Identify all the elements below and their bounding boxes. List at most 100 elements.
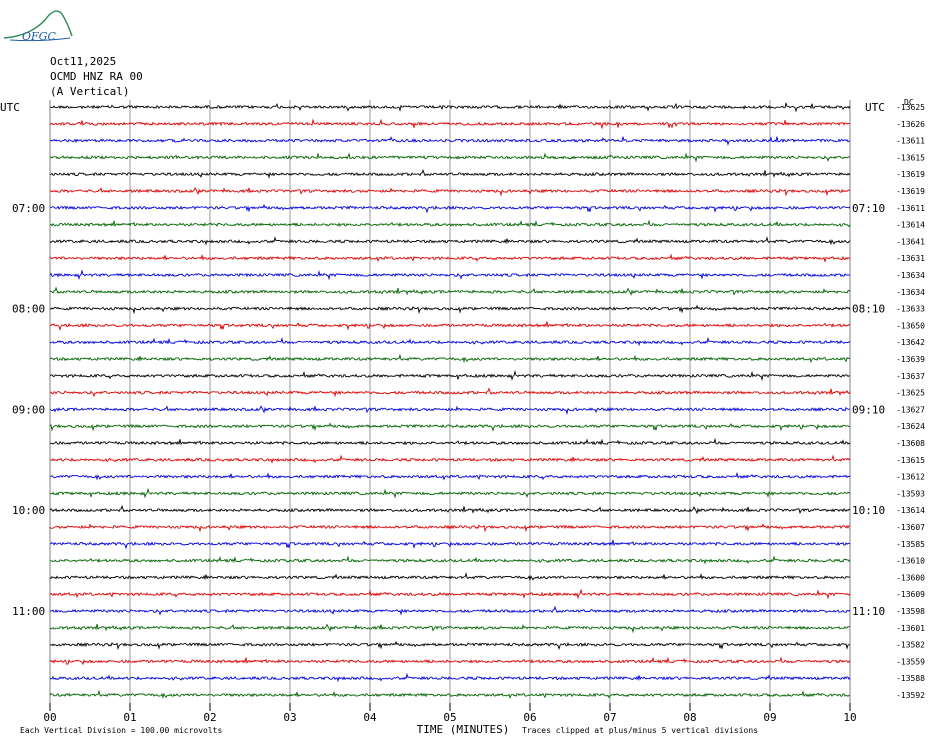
dc-offset-31: -13601: [896, 624, 925, 633]
dc-offset-14: -13642: [896, 338, 925, 347]
trace-row-32: [49, 640, 851, 651]
trace-row-22: [49, 471, 851, 481]
right-time-09:10: 09:10: [852, 403, 885, 416]
trace-row-24: [49, 504, 851, 515]
trace-row-35: [49, 689, 851, 700]
dc-offset-25: -13607: [896, 523, 925, 532]
x-tick-label-05: 05: [443, 711, 456, 724]
x-tick-label-06: 06: [523, 711, 536, 724]
x-tick-label-04: 04: [363, 711, 377, 724]
dc-offset-22: -13612: [896, 473, 925, 482]
dc-offset-30: -13598: [896, 607, 925, 616]
x-tick-label-08: 08: [683, 711, 696, 724]
trace-row-8: [49, 236, 851, 246]
minute-grid: [49, 100, 851, 711]
dc-offset-19: -13624: [896, 422, 925, 431]
x-tick-label-02: 02: [203, 711, 216, 724]
ofgc-logo: OFGC: [3, 10, 73, 43]
dc-offset-18: -13627: [896, 405, 925, 414]
trace-row-10: [49, 269, 851, 281]
dc-offset-24: -13614: [896, 506, 925, 515]
dc-offset-26: -13585: [896, 540, 925, 549]
trace-row-25: [49, 523, 851, 533]
trace-row-0: [49, 102, 851, 113]
right-utc-label: UTC: [865, 101, 885, 114]
dc-offset-32: -13582: [896, 641, 925, 650]
left-time-11:00: 11:00: [12, 605, 45, 618]
dc-offset-34: -13588: [896, 674, 925, 683]
trace-row-29: [49, 588, 851, 600]
dc-offset-1: -13626: [896, 120, 925, 129]
x-axis-label: TIME (MINUTES): [417, 723, 510, 736]
x-tick-label-09: 09: [763, 711, 776, 724]
trace-row-31: [49, 623, 851, 634]
dc-offset-23: -13593: [896, 489, 925, 498]
x-tick-label-01: 01: [123, 711, 136, 724]
left-time-09:00: 09:00: [12, 403, 45, 416]
trace-row-2: [49, 136, 851, 146]
trace-row-9: [49, 253, 851, 263]
logo-text: OFGC: [22, 30, 56, 43]
dc-offset-35: -13592: [896, 691, 925, 700]
left-time-07:00: 07:00: [12, 202, 45, 215]
x-tick-label-10: 10: [843, 711, 856, 724]
dc-offset-15: -13639: [896, 355, 925, 364]
trace-row-34: [49, 672, 851, 683]
trace-row-7: [49, 219, 851, 228]
right-time-10:10: 10:10: [852, 504, 885, 517]
left-time-08:00: 08:00: [12, 303, 45, 316]
trace-row-5: [49, 186, 851, 197]
right-time-07:10: 07:10: [852, 202, 885, 215]
dc-offset-12: -13633: [896, 305, 925, 314]
trace-row-30: [49, 605, 851, 616]
dc-offset-6: -13611: [896, 204, 925, 213]
dc-offset-8: -13641: [896, 237, 925, 246]
trace-row-11: [49, 286, 851, 296]
x-tick-label-07: 07: [603, 711, 616, 724]
dc-label: DC: [904, 98, 914, 107]
trace-row-13: [50, 321, 851, 331]
right-time-08:10: 08:10: [852, 303, 885, 316]
trace-row-26: [49, 539, 851, 550]
trace-row-15: [49, 353, 851, 364]
axis-labels: 00 01 02 03 04 05 06 07 08 09 10 -13625 -13626 -13611…: [0, 98, 925, 736]
dc-offset-4: -13619: [896, 170, 925, 179]
trace-row-4: [49, 168, 851, 179]
trace-row-33: [49, 656, 851, 666]
x-tick-label-00: 00: [43, 711, 56, 724]
dc-offset-11: -13634: [896, 288, 925, 297]
x-tick-label-03: 03: [283, 711, 296, 724]
trace-row-23: [49, 487, 851, 499]
dc-offset-9: -13631: [896, 254, 925, 263]
dc-offset-13: -13650: [896, 321, 925, 330]
dc-offset-3: -13615: [896, 153, 925, 162]
dc-offset-27: -13610: [896, 557, 925, 566]
header-component: (A Vertical): [50, 85, 130, 98]
trace-row-12: [49, 304, 851, 315]
trace-row-18: [49, 405, 851, 416]
trace-row-3: [49, 152, 851, 163]
dc-offset-28: -13600: [896, 573, 925, 582]
trace-row-20: [49, 437, 851, 446]
dc-offset-10: -13634: [896, 271, 925, 280]
trace-row-28: [49, 572, 851, 582]
dc-offset-33: -13559: [896, 657, 925, 666]
dc-offset-2: -13611: [896, 137, 925, 146]
trace-row-6: [49, 203, 851, 214]
footer-clip-note: Traces clipped at plus/minus 5 vertical …: [522, 726, 758, 735]
header-date: Oct11,2025: [50, 55, 117, 68]
dc-offset-0: -13625: [896, 103, 925, 112]
dc-offset-21: -13615: [896, 456, 925, 465]
trace-row-14: [49, 336, 851, 347]
dc-offset-29: -13609: [896, 590, 925, 599]
left-utc-label: UTC: [0, 101, 20, 114]
header-station: OCMD HNZ RA 00: [50, 70, 143, 83]
trace-row-19: [49, 422, 851, 432]
right-time-11:10: 11:10: [852, 605, 885, 618]
dc-offset-16: -13637: [896, 372, 925, 381]
trace-row-17: [49, 387, 851, 398]
trace-row-21: [49, 454, 851, 464]
trace-row-16: [49, 370, 850, 382]
trace-row-27: [49, 555, 851, 565]
